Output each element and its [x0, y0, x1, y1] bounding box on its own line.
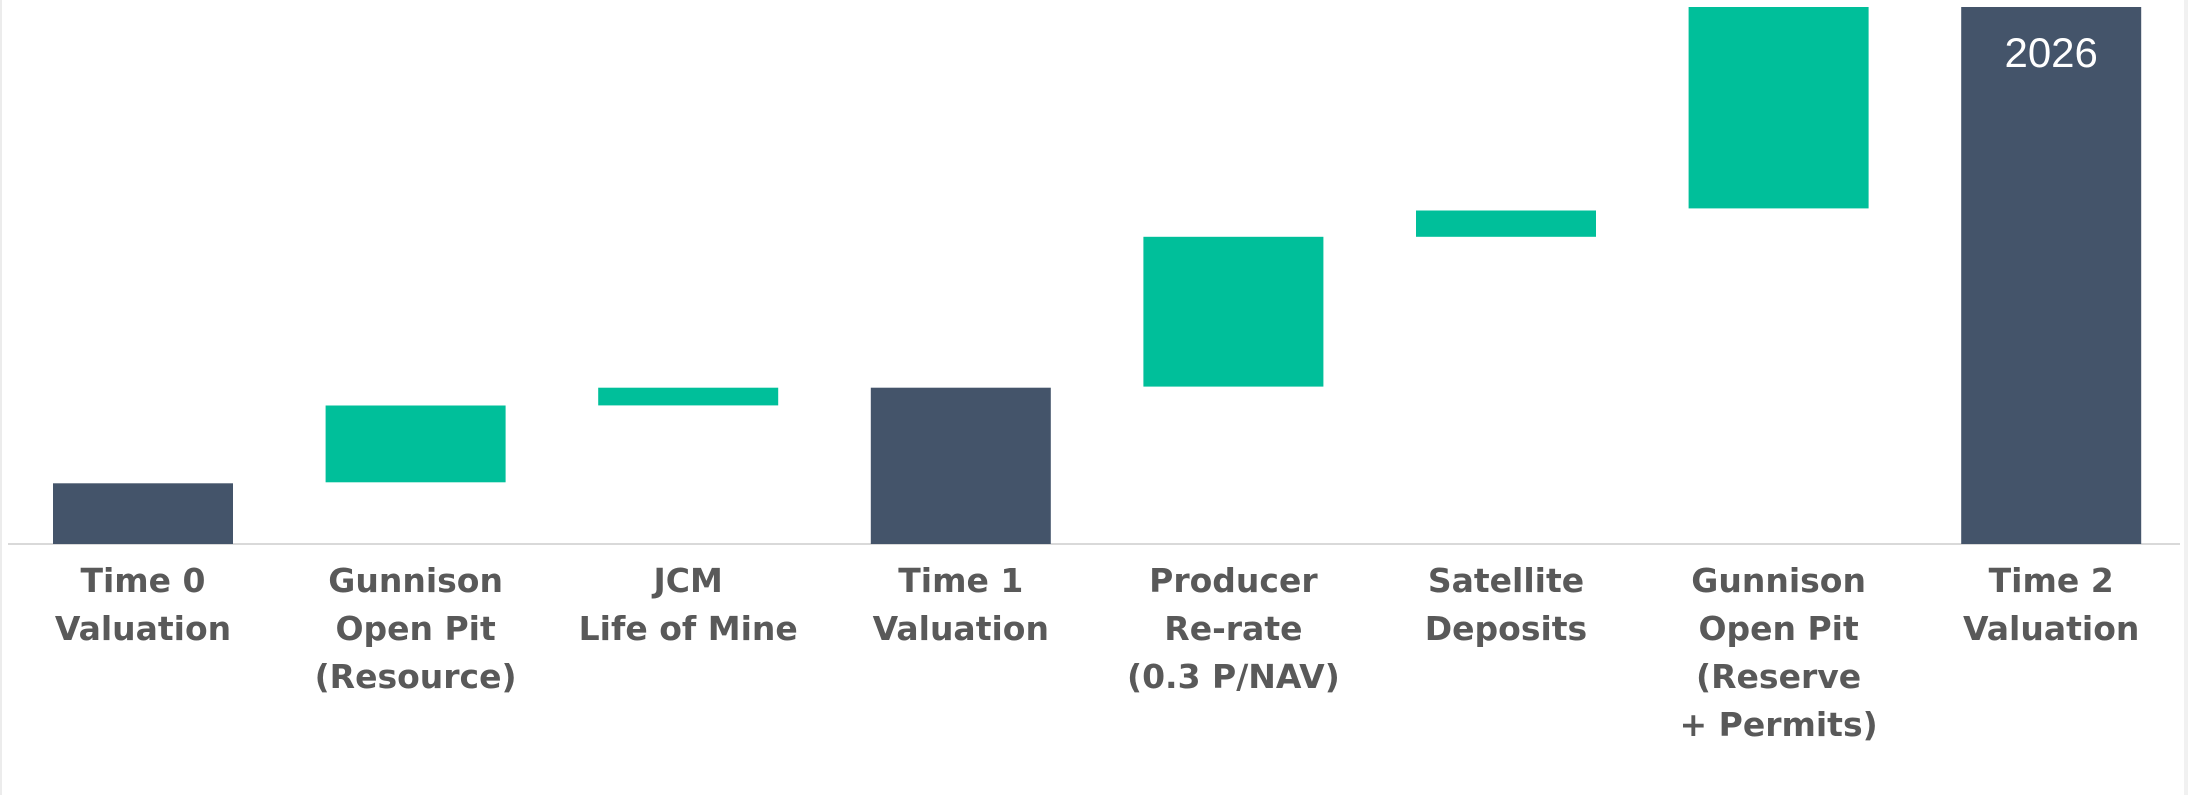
category-label-line: Valuation	[1963, 609, 2139, 648]
total-bar-3	[870, 387, 1051, 544]
category-label-line: Valuation	[873, 609, 1049, 648]
increase-bar-2	[598, 387, 779, 406]
category-label-1: Gunnison Open Pit (Resource)	[315, 561, 517, 696]
category-label-line: Deposits	[1425, 609, 1587, 648]
category-label-line: Producer	[1149, 561, 1318, 600]
category-label-5: Satellite Deposits	[1425, 561, 1587, 648]
category-label-line: Open Pit	[335, 609, 496, 648]
category-label-7: Time 2 Valuation	[1963, 561, 2139, 648]
category-label-line: Re-rate	[1164, 609, 1302, 648]
category-label-6: Gunnison Open Pit (Reserve + Permits)	[1680, 561, 1878, 744]
increase-bar-5	[1416, 210, 1596, 237]
category-label-line: Time 0	[80, 561, 205, 600]
category-label-line: + Permits)	[1680, 705, 1878, 744]
category-label-0: Time 0 Valuation	[55, 561, 231, 648]
category-label-line: Satellite	[1428, 561, 1584, 600]
left-border	[0, 0, 2, 795]
category-label-line: (0.3 P/NAV)	[1127, 657, 1340, 696]
increase-bar-4	[1143, 236, 1324, 387]
category-label-4: Producer Re-rate (0.3 P/NAV)	[1127, 561, 1340, 696]
category-label-line: Life of Mine	[579, 609, 798, 648]
increase-bar-6	[1688, 7, 1869, 209]
bar-annotation-0: 2026	[2004, 29, 2097, 76]
total-bar-7	[1961, 7, 2142, 544]
category-label-line: (Reserve	[1696, 657, 1861, 696]
category-label-line: Gunnison	[328, 561, 503, 600]
increase-bar-1	[325, 405, 506, 483]
total-bar-0	[53, 483, 233, 544]
category-label-line: Valuation	[55, 609, 231, 648]
category-label-line: Time 2	[1989, 561, 2114, 600]
right-border	[2184, 0, 2188, 795]
category-label-2: JCM Life of Mine	[579, 561, 798, 648]
category-label-line: Time 1	[898, 561, 1023, 600]
category-label-line: JCM	[652, 561, 723, 600]
category-label-line: Gunnison	[1691, 561, 1866, 600]
category-label-line: Open Pit	[1698, 609, 1859, 648]
category-label-line: (Resource)	[315, 657, 517, 696]
category-label-3: Time 1 Valuation	[873, 561, 1049, 648]
